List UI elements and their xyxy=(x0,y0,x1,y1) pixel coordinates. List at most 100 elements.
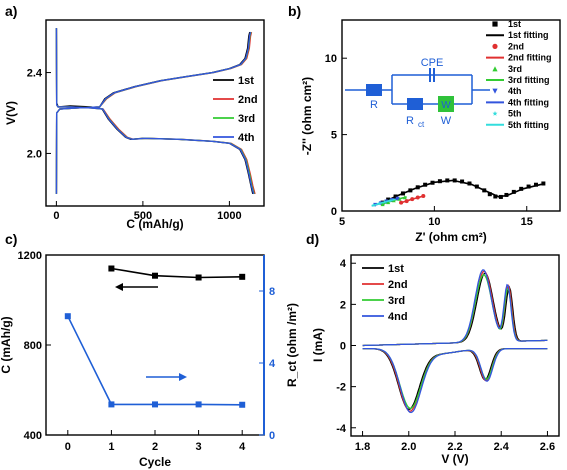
panel-a-legend: 1st 2nd 3rd 4th xyxy=(213,75,258,144)
panel-a-curves xyxy=(55,28,256,195)
discharge-curve-1st xyxy=(55,28,254,195)
x-tick-label: 2.0 xyxy=(401,441,416,453)
legend-label: 3rd fitting xyxy=(508,75,550,85)
circuit-label-r: R xyxy=(370,99,378,111)
series-line-Rct xyxy=(67,315,243,406)
circuit-label-rct-subscript: ct xyxy=(418,120,425,129)
panel-d-cv: 1.8 2.0 2.2 2.4 2.6 -4 -2 0 2 4 1st 2nd 3rd 4nd V (V… xyxy=(311,254,560,466)
marker-square xyxy=(493,194,498,199)
panel-d-label: d) xyxy=(306,231,319,247)
panel-d-xlabel: V (V) xyxy=(441,452,468,466)
fit-line-2nd fitting xyxy=(399,194,426,205)
circuit-warburg-element xyxy=(438,96,454,112)
x-tick-label: 10 xyxy=(428,216,440,228)
panel-c-data xyxy=(64,265,246,408)
cathodic-scan-4nd xyxy=(362,347,548,414)
panel-d-ticks: 1.8 2.0 2.2 2.4 2.6 -4 -2 0 2 4 xyxy=(336,258,555,453)
fit-line-1st fitting xyxy=(380,179,542,205)
panel-a-xlabel: C (mAh/g) xyxy=(126,217,183,231)
panel-b-label: b) xyxy=(288,3,301,19)
legend-label: 5th xyxy=(508,109,522,119)
panel-d-ylabel: I (mA) xyxy=(311,328,325,362)
y2-tick-label: 8 xyxy=(269,286,275,298)
legend-label: 2nd fitting xyxy=(508,53,552,63)
panel-c-frame xyxy=(45,254,265,436)
arrow-right-head xyxy=(179,373,187,381)
x-tick-label: 2 xyxy=(152,441,158,453)
y-tick-label: -4 xyxy=(336,423,347,435)
circuit-label-w-inside: W xyxy=(441,100,451,111)
x-tick-label: 1 xyxy=(108,441,114,453)
charge-curve-4th xyxy=(55,31,252,194)
y2-tick-label: 0 xyxy=(269,430,275,442)
series-line-C xyxy=(111,267,243,279)
panel-a-ylabel: V(V) xyxy=(4,101,18,125)
discharge-curve-2nd xyxy=(55,28,256,195)
series-marker-Rct xyxy=(108,401,115,408)
y-tick-label: -2 xyxy=(336,382,346,394)
legend-label: 1st fitting xyxy=(508,30,549,40)
series-marker-Rct xyxy=(64,313,71,320)
marker-square xyxy=(533,182,538,187)
marker-star xyxy=(492,111,498,116)
series-marker-C xyxy=(239,273,246,280)
fit-line-5th fitting xyxy=(371,198,396,207)
panel-b-xlabel: Z' (ohm cm²) xyxy=(415,230,487,244)
x-tick-label: 2.2 xyxy=(447,441,462,453)
marker-square xyxy=(541,181,546,186)
panel-d-legend: 1st 2nd 3rd 4nd xyxy=(362,263,408,323)
arrow-left-head xyxy=(115,283,123,291)
charge-curve-1st xyxy=(55,31,251,194)
y-tick-label: 0 xyxy=(340,341,346,353)
anodic-scan-4nd xyxy=(362,269,548,347)
series-marker-C xyxy=(108,265,115,272)
legend-label: 5th fitting xyxy=(508,120,549,130)
panel-c-ticks: 0 1 2 3 4 400 800 1200 0 4 8 xyxy=(18,250,276,453)
panel-a-label: a) xyxy=(5,3,17,19)
y-tick-label: 10 xyxy=(325,53,337,65)
y-tick-label: 800 xyxy=(24,340,42,352)
x-tick-label: 3 xyxy=(196,441,202,453)
x-tick-label: 1.8 xyxy=(355,441,370,453)
panel-a-frame xyxy=(45,19,265,207)
x-tick-label: 0 xyxy=(65,441,71,453)
x-tick-label: 5 xyxy=(339,216,345,228)
circuit-label-w: W xyxy=(441,115,452,127)
panel-b-ylabel: -Z'' (ohm cm²) xyxy=(300,77,314,155)
x-tick-label: 4 xyxy=(239,441,246,453)
marker-square xyxy=(487,192,492,197)
y-tick-label: 5 xyxy=(331,130,337,142)
x-tick-label: 2.4 xyxy=(494,441,510,453)
legend-label: 4nd xyxy=(388,311,408,323)
series-marker-Rct xyxy=(195,401,202,408)
y2-tick-label: 4 xyxy=(269,358,276,370)
legend-label: 1st xyxy=(508,19,521,29)
legend-label: 2nd xyxy=(238,94,258,106)
panel-b-equivalent-circuit: CPE R R ct W W xyxy=(345,57,490,129)
legend-label: 2nd xyxy=(508,41,524,51)
panel-a-voltage-capacity: 0 500 1000 2.0 2.4 1st 2nd 3rd 4th C (mAh/g) V(… xyxy=(4,19,265,231)
y-tick-label: 4 xyxy=(340,258,347,270)
y-tick-label: 2.4 xyxy=(27,68,43,80)
marker-triangle-down xyxy=(492,88,498,94)
y-tick-label: 400 xyxy=(24,430,42,442)
circuit-label-rct: R xyxy=(406,115,414,127)
panel-c-y2label: R_ct (ohm /m²) xyxy=(285,303,299,387)
y-tick-label: 2.0 xyxy=(27,148,42,160)
charge-curve-3rd xyxy=(55,31,252,194)
legend-label: 3rd xyxy=(388,295,405,307)
x-tick-label: 0 xyxy=(53,210,59,222)
marker-triangle-up xyxy=(492,66,498,72)
series-marker-C xyxy=(195,274,202,281)
marker-circle xyxy=(492,43,498,50)
circuit-label-cpe: CPE xyxy=(421,57,444,69)
panel-c-ylabel: C (mAh/g) xyxy=(0,316,13,373)
legend-label: 4th fitting xyxy=(508,97,549,107)
y-tick-label: 2 xyxy=(340,299,346,311)
series-marker-Rct xyxy=(152,401,158,408)
marker-square xyxy=(526,184,531,189)
